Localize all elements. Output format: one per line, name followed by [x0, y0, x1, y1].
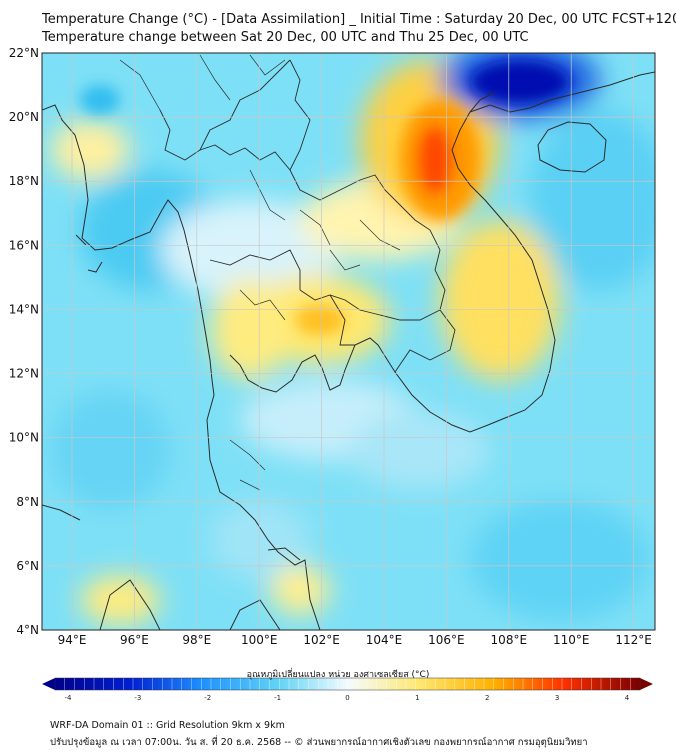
latitude-label: 16°N [9, 238, 39, 252]
longitude-label: 106°E [428, 633, 465, 647]
latitude-label: 14°N [9, 302, 39, 316]
colorbar-tick-label: -1 [274, 694, 281, 702]
longitude-label: 100°E [241, 633, 278, 647]
latitude-label: 18°N [9, 174, 39, 188]
temperature-field [42, 53, 655, 630]
colorbar-tick-label: 3 [555, 694, 559, 702]
colorbar-tick-label: 2 [485, 694, 489, 702]
longitude-label: 94°E [58, 633, 87, 647]
colorbar-tick-label: 1 [415, 694, 419, 702]
longitude-label: 112°E [615, 633, 652, 647]
map-frame [41, 52, 656, 631]
colorbar-tick-label: -4 [65, 694, 73, 702]
latitude-label: 6°N [16, 559, 39, 573]
graticule [42, 53, 655, 630]
latitude-label: 10°N [9, 431, 39, 445]
latitude-label: 8°N [16, 495, 39, 509]
temperature-map: 22°N 20°N 18°N 16°N 14°N 12°N 10°N 8°N 6°N 4°N 94… [9, 46, 656, 702]
colorbar-tick-label: -3 [134, 694, 141, 702]
colorbar: -4 -3 -2 -1 0 1 2 3 4 [42, 677, 653, 702]
longitude-label: 104°E [366, 633, 403, 647]
latitude-label: 20°N [9, 110, 39, 124]
footer-model-info: WRF-DA Domain 01 :: Grid Resolution 9km … [50, 720, 285, 731]
longitude-axis: 94°E 96°E 98°E 100°E 102°E 104°E 106°E 108°E 110… [58, 633, 652, 647]
longitude-label: 102°E [303, 633, 340, 647]
longitude-label: 98°E [182, 633, 211, 647]
latitude-label: 12°N [9, 367, 39, 381]
coastlines-and-borders [42, 54, 655, 630]
colorbar-tick-label: -2 [204, 694, 211, 702]
latitude-label: 4°N [16, 623, 39, 637]
latitude-label: 22°N [9, 46, 39, 60]
latitude-axis: 22°N 20°N 18°N 16°N 14°N 12°N 10°N 8°N 6°N 4°N [9, 46, 39, 637]
colorbar-tick-label: 0 [345, 694, 349, 702]
chart-title: Temperature Change (°C) - [Data Assimila… [42, 12, 676, 27]
longitude-label: 108°E [491, 633, 528, 647]
colorbar-title: อุณหภูมิเปลี่ยนแปลง หน่วย องศาเซลเซียส (… [246, 670, 430, 680]
longitude-label: 96°E [120, 633, 149, 647]
footer-credit: ปรับปรุงข้อมูล ณ เวลา 07:00น. วัน ส. ที่… [50, 737, 588, 748]
chart-subtitle: Temperature change between Sat 20 Dec, 0… [42, 30, 529, 45]
colorbar-tick-label: 4 [625, 694, 630, 702]
longitude-label: 110°E [553, 633, 590, 647]
